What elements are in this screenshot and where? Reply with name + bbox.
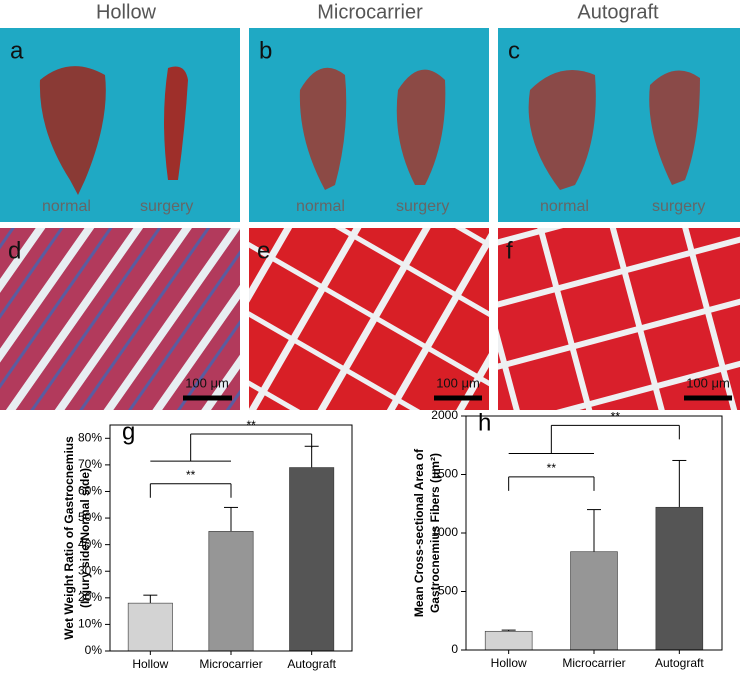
photo-label: surgery bbox=[652, 198, 705, 215]
panel-label: c bbox=[508, 37, 520, 64]
photo-label: normal bbox=[540, 198, 589, 215]
bar bbox=[289, 467, 335, 652]
histology-panel: e 100 μm bbox=[249, 228, 489, 410]
y-tick-label: 80% bbox=[78, 430, 102, 444]
y-tick-label: 20% bbox=[78, 590, 102, 604]
panel-label: d bbox=[8, 237, 21, 264]
y-tick-label: 0% bbox=[85, 643, 103, 657]
column-title: Autograft bbox=[577, 1, 659, 23]
y-tick-label: 2000 bbox=[431, 408, 458, 422]
x-tick-label: Hollow bbox=[132, 657, 168, 671]
photo-label: normal bbox=[42, 198, 91, 215]
histology-panel: f 100 μm bbox=[498, 228, 740, 410]
x-tick-label: Microcarrier bbox=[562, 656, 625, 670]
y-axis-label: (Injury side/Normal side) bbox=[78, 468, 92, 608]
y-tick-label: 500 bbox=[438, 584, 458, 598]
plot-frame bbox=[465, 415, 723, 651]
y-axis-label: Gastrocnemius Fibers (μm²) bbox=[428, 453, 442, 613]
photo-label: surgery bbox=[396, 198, 449, 215]
panel-label: f bbox=[506, 237, 513, 264]
y-tick-label: 1500 bbox=[431, 467, 458, 481]
photo-panel: c normal surgery bbox=[498, 28, 740, 222]
photo-label: surgery bbox=[140, 198, 193, 215]
y-axis-label: Wet Weight Ratio of Gastrocnemius bbox=[62, 436, 76, 640]
bar bbox=[655, 506, 704, 651]
panel-label: h bbox=[478, 409, 491, 436]
scale-bar-label: 100 μm bbox=[686, 375, 730, 390]
plot-frame bbox=[109, 424, 353, 652]
y-axis-label: Mean Cross-sectional Area of bbox=[412, 448, 426, 617]
y-tick-label: 40% bbox=[78, 537, 102, 551]
x-tick-label: Hollow bbox=[491, 656, 527, 670]
panel-label: g bbox=[122, 418, 135, 445]
x-tick-label: Autograft bbox=[655, 656, 704, 670]
photo-label: normal bbox=[296, 198, 345, 215]
column-title: Hollow bbox=[96, 1, 157, 23]
x-tick-label: Autograft bbox=[287, 657, 336, 671]
y-tick-label: 30% bbox=[78, 563, 102, 577]
photo-panel: a normal surgery bbox=[0, 28, 240, 222]
histology-panel: d 100 μm bbox=[0, 228, 240, 410]
y-tick-label: 70% bbox=[78, 457, 102, 471]
y-tick-label: 1000 bbox=[431, 525, 458, 539]
y-tick-label: 10% bbox=[78, 617, 102, 631]
significance: ** bbox=[246, 418, 256, 432]
panel-label: e bbox=[257, 237, 270, 264]
bar bbox=[484, 630, 533, 651]
scale-bar-label: 100 μm bbox=[185, 375, 229, 390]
panel-label: b bbox=[259, 37, 272, 64]
significance: ** bbox=[186, 468, 196, 482]
scale-bar-label: 100 μm bbox=[436, 375, 480, 390]
bar bbox=[127, 602, 173, 652]
y-tick-label: 50% bbox=[78, 510, 102, 524]
y-tick-label: 60% bbox=[78, 484, 102, 498]
significance: ** bbox=[547, 461, 557, 475]
bar bbox=[570, 551, 618, 651]
y-tick-label: 0 bbox=[451, 642, 458, 656]
column-title: Microcarrier bbox=[317, 1, 423, 23]
x-tick-label: Microcarrier bbox=[199, 657, 262, 671]
significance: ** bbox=[611, 410, 621, 424]
panel-label: a bbox=[10, 37, 24, 64]
bar bbox=[208, 531, 254, 652]
photo-panel: b normal surgery bbox=[249, 28, 489, 222]
